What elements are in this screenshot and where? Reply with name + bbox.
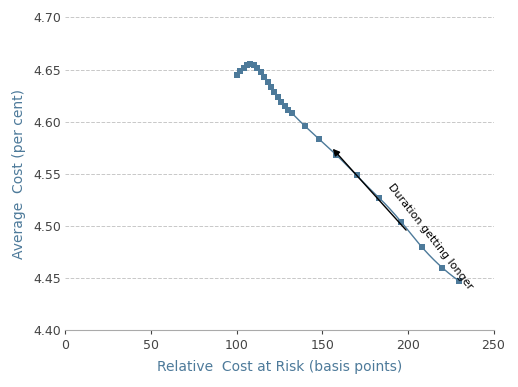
Point [284,107,292,113]
Point [274,94,282,100]
X-axis label: Relative  Cost at Risk (basis points): Relative Cost at Risk (basis points) [157,361,402,375]
Point [256,69,265,75]
Point [301,123,309,129]
Point [315,136,323,142]
Point [397,219,405,225]
Point [332,152,340,158]
Point [260,74,268,80]
Point [438,265,447,271]
Point [253,65,262,72]
Y-axis label: Average  Cost (per cent): Average Cost (per cent) [12,89,26,259]
Point [236,68,244,74]
Point [243,62,251,68]
Point [250,62,258,68]
Text: Duration getting longer: Duration getting longer [386,182,474,291]
Point [246,61,254,67]
Point [352,172,361,178]
Point [233,72,241,78]
Point [375,194,383,200]
Point [281,103,289,109]
Point [270,89,279,96]
Point [455,278,464,284]
Point [418,244,426,250]
Point [287,110,296,116]
Point [277,99,285,105]
Point [267,84,275,91]
Point [263,79,271,85]
Point [239,64,248,70]
